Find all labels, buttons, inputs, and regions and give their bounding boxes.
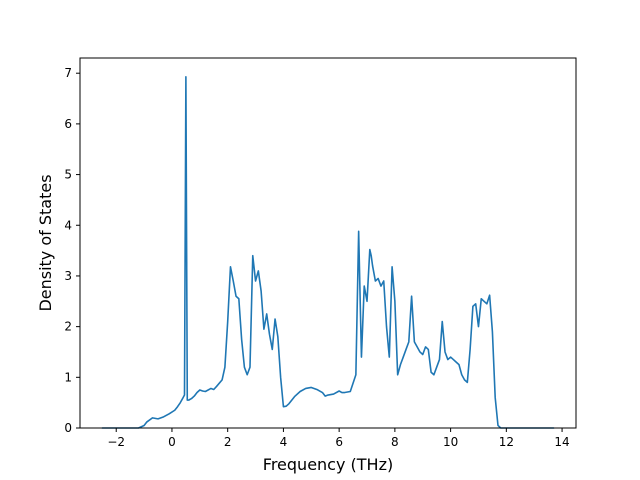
x-tick-label: 8 [391,435,399,449]
x-tick-label: 2 [224,435,232,449]
x-tick-label: −2 [107,435,125,449]
x-axis-ticks: −2 0 2 4 6 8 10 12 14 [107,428,570,449]
y-tick-label: 4 [64,218,72,232]
y-tick-label: 5 [64,168,72,182]
y-tick-label: 0 [64,421,72,435]
y-tick-label: 1 [64,370,72,384]
x-tick-label: 10 [443,435,458,449]
axes-frame [79,57,577,429]
y-tick-label: 2 [64,320,72,334]
y-tick-label: 7 [64,66,72,80]
x-tick-label: 0 [168,435,176,449]
y-axis-ticks: 0 1 2 3 4 5 6 7 [64,66,80,435]
x-tick-label: 4 [280,435,288,449]
x-tick-label: 12 [499,435,514,449]
y-axis-label: Density of States [36,174,55,311]
y-tick-label: 3 [64,269,72,283]
dos-series-line [101,75,555,429]
series-layer [101,75,555,429]
x-tick-label: 14 [554,435,569,449]
y-tick-label: 6 [64,117,72,131]
plot-background [80,58,576,428]
x-tick-label: 6 [335,435,343,449]
x-axis-label: Frequency (THz) [263,455,393,474]
